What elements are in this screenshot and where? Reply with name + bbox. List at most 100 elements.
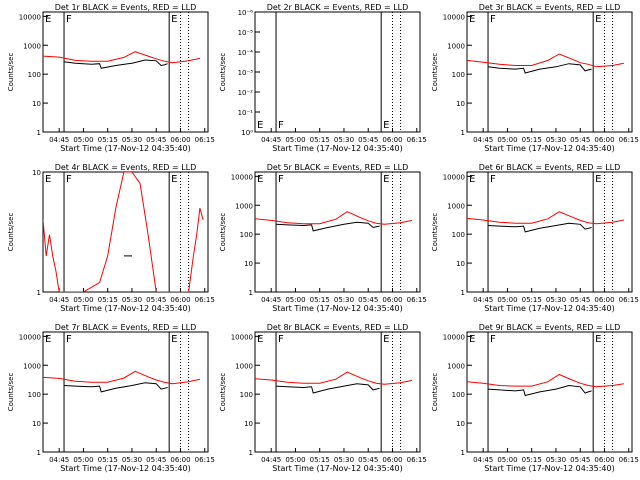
marker-label: E (171, 14, 177, 25)
lld-series-line (467, 211, 624, 225)
marker-label: E (257, 120, 263, 131)
x-tick-label: 04:45 (473, 456, 493, 464)
y-tick-label: 1000 (447, 42, 465, 50)
x-tick-label: 05:15 (522, 296, 542, 304)
x-tick-label: 06:15 (407, 296, 427, 304)
marker-label: E (469, 334, 475, 345)
x-tick-label: 04:45 (473, 296, 493, 304)
marker-label: F (66, 334, 72, 345)
x-tick-label: 05:30 (334, 136, 354, 144)
marker-label: E (469, 174, 475, 185)
x-tick-label: 05:30 (122, 296, 142, 304)
y-tick-label: 10⁻⁴ (238, 49, 254, 57)
y-tick-label: 10000 (443, 13, 465, 21)
lld-series-line (467, 53, 624, 68)
y-tick-label: 10⁻² (238, 89, 254, 97)
y-tick-label: 10⁻³ (238, 69, 254, 77)
x-tick-label: 05:45 (358, 456, 378, 464)
y-tick-label: 100 (240, 231, 253, 239)
y-axis-label: Counts/sec (219, 373, 227, 412)
x-tick-label: 05:45 (146, 296, 166, 304)
lld-series-line (467, 373, 624, 388)
marker-label: E (383, 174, 389, 185)
y-tick-label: 10000 (443, 173, 465, 181)
x-tick-label: 06:00 (170, 456, 190, 464)
x-tick-label: 05:00 (497, 296, 517, 304)
x-tick-label: 05:00 (285, 296, 305, 304)
marker-label: F (278, 334, 284, 345)
y-tick-label: 10 (456, 420, 465, 428)
y-tick-label: 10000 (231, 173, 253, 181)
y-tick-label: 10⁻⁵ (238, 29, 254, 37)
lld-series-line (43, 172, 204, 292)
y-tick-label: 1000 (235, 362, 253, 370)
y-axis-label: Counts/sec (431, 213, 439, 252)
marker-label: F (490, 334, 496, 345)
lld-series-line (255, 371, 412, 385)
x-tick-label: 06:15 (619, 136, 639, 144)
marker-label: E (171, 174, 177, 185)
y-tick-label: 100 (240, 391, 253, 399)
y-tick-label: 1 (461, 449, 465, 457)
x-tick-label: 06:15 (407, 456, 427, 464)
x-tick-label: 04:45 (49, 296, 69, 304)
lld-series-line (43, 370, 201, 385)
y-tick-label: 1000 (23, 42, 41, 50)
marker-label: F (278, 174, 284, 185)
x-tick-label: 06:00 (382, 296, 402, 304)
lld-series-line (43, 51, 201, 64)
marker-label: E (383, 334, 389, 345)
marker-label: E (45, 174, 51, 185)
x-tick-label: 04:45 (261, 136, 281, 144)
x-tick-label: 06:00 (170, 296, 190, 304)
y-axis-label: Counts/sec (219, 53, 227, 92)
x-axis-label: Start Time (17-Nov-12 04:35:40) (272, 464, 402, 473)
events-series-line (275, 221, 380, 232)
y-tick-label: 100 (28, 391, 41, 399)
marker-label: F (66, 14, 72, 25)
events-series-line (487, 63, 592, 74)
marker-label: F (66, 174, 72, 185)
x-tick-label: 06:00 (170, 136, 190, 144)
x-tick-label: 05:00 (73, 296, 93, 304)
y-tick-label: 1000 (447, 362, 465, 370)
panel-title: Det 2r BLACK = Events, RED = LLD (267, 3, 409, 12)
x-tick-label: 06:15 (195, 296, 215, 304)
plot-frame (254, 171, 421, 293)
x-tick-label: 06:00 (594, 296, 614, 304)
x-tick-label: 04:45 (261, 456, 281, 464)
y-tick-label: 1 (461, 129, 465, 137)
y-tick-label: 1000 (447, 202, 465, 210)
y-tick-label: 1 (37, 129, 41, 137)
x-tick-label: 05:00 (73, 456, 93, 464)
x-tick-label: 04:45 (261, 296, 281, 304)
panel-title: Det 5r BLACK = Events, RED = LLD (267, 163, 409, 172)
x-axis-label: Start Time (17-Nov-12 04:35:40) (60, 304, 190, 313)
x-tick-label: 05:45 (146, 456, 166, 464)
x-tick-label: 05:00 (497, 456, 517, 464)
x-tick-label: 06:15 (619, 296, 639, 304)
panel-2: Det 2r BLACK = Events, RED = LLD 10⁰ 10⁻¹ 1… (219, 3, 427, 153)
x-tick-label: 05:30 (334, 456, 354, 464)
x-axis-label: Start Time (17-Nov-12 04:35:40) (272, 304, 402, 313)
y-tick-label: 1000 (23, 362, 41, 370)
x-tick-label: 06:00 (594, 136, 614, 144)
marker-label: E (595, 14, 601, 25)
y-tick-label: 10 (244, 420, 253, 428)
x-tick-label: 05:00 (285, 136, 305, 144)
x-tick-label: 05:30 (546, 456, 566, 464)
y-axis-label: Counts/sec (431, 53, 439, 92)
plot-frame (42, 11, 209, 133)
plot-frame (42, 171, 209, 293)
x-tick-label: 04:45 (49, 456, 69, 464)
x-tick-label: 05:15 (98, 456, 118, 464)
x-tick-label: 05:15 (522, 136, 542, 144)
panel-title: Det 4r BLACK = Events, RED = LLD (55, 163, 197, 172)
x-tick-label: 05:45 (570, 296, 590, 304)
plot-frame (466, 11, 633, 133)
events-series-line (487, 384, 592, 397)
panel-title: Det 3r BLACK = Events, RED = LLD (479, 3, 621, 12)
y-tick-label: 1 (249, 449, 253, 457)
panel-title: Det 7r BLACK = Events, RED = LLD (55, 323, 197, 332)
x-tick-label: 06:15 (619, 456, 639, 464)
